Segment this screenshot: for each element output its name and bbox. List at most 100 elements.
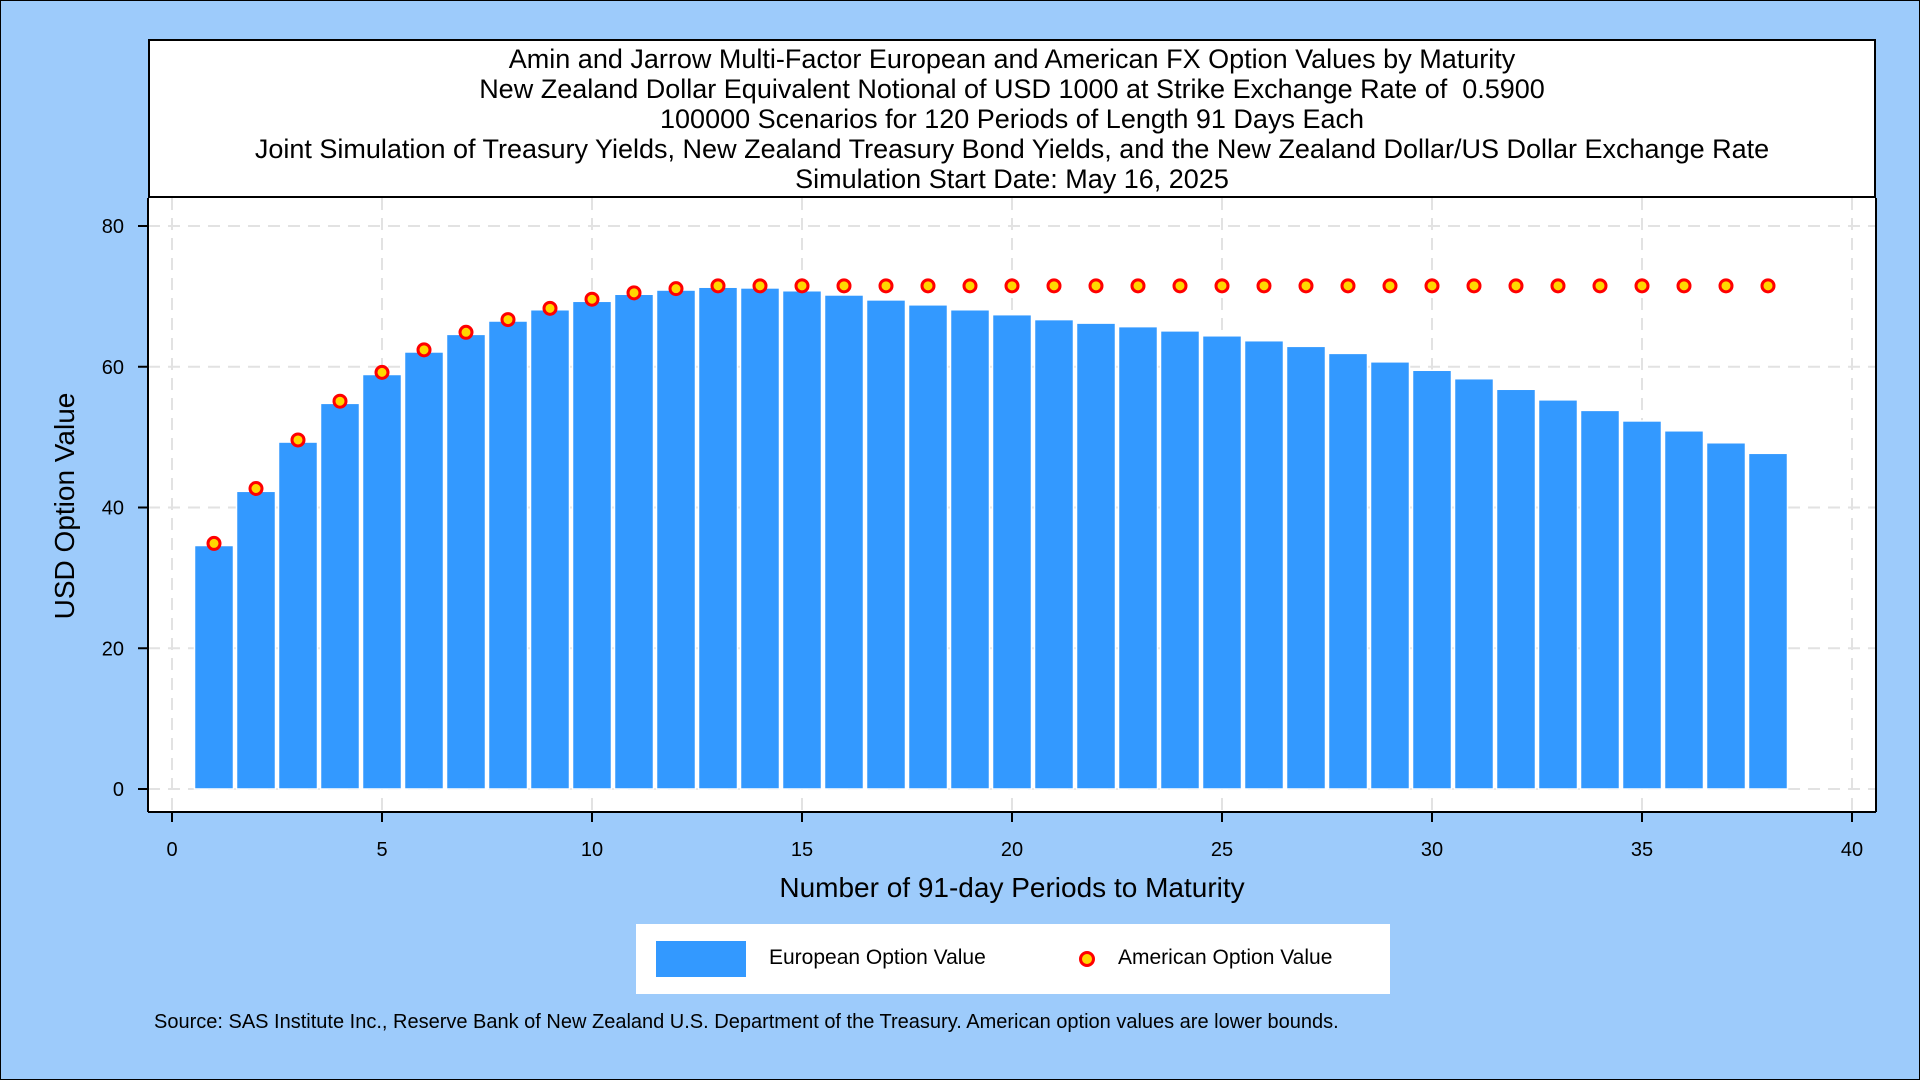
european-bar <box>403 351 445 790</box>
axis-ticks: 0 5 10 15 20 25 30 35 40 0 20 40 60 80 <box>102 216 1863 861</box>
american-point <box>878 278 894 294</box>
american-point <box>1340 278 1356 294</box>
legend-marker-american <box>1079 951 1095 967</box>
legend: European Option Value American Option Va… <box>636 924 1390 994</box>
y-axis-label: USD Option Value <box>49 393 80 620</box>
y-tick-label: 0 <box>113 779 124 801</box>
x-tick-label: 35 <box>1631 839 1653 861</box>
american-point <box>1550 278 1566 294</box>
american-point <box>584 291 600 307</box>
american-point <box>1214 278 1230 294</box>
y-tick-label: 60 <box>102 357 124 379</box>
title-line-1: Amin and Jarrow Multi-Factor European an… <box>508 43 1516 74</box>
title-line-4: Joint Simulation of Treasury Yields, New… <box>254 133 1770 164</box>
american-point <box>752 278 768 294</box>
american-point <box>1508 278 1524 294</box>
american-point <box>1088 278 1104 294</box>
x-tick-label: 20 <box>1001 839 1023 861</box>
x-tick-label: 15 <box>791 839 813 861</box>
american-point <box>1382 278 1398 294</box>
american-point <box>1760 278 1776 294</box>
european-bar <box>1117 325 1159 790</box>
american-point <box>290 432 306 448</box>
legend-label-american: American Option Value <box>1118 946 1333 969</box>
american-point <box>1676 278 1692 294</box>
american-point <box>962 278 978 294</box>
european-bar <box>907 304 949 790</box>
american-point <box>794 278 810 294</box>
legend-label-european: European Option Value <box>769 946 986 969</box>
american-point <box>1298 278 1314 294</box>
european-bar <box>319 402 361 790</box>
european-bar <box>1285 345 1327 790</box>
american-point <box>710 278 726 294</box>
european-bar <box>277 441 319 790</box>
y-tick-label: 80 <box>102 216 124 238</box>
title-line-2: New Zealand Dollar Equivalent Notional o… <box>479 73 1545 104</box>
american-point <box>1172 278 1188 294</box>
american-dots <box>206 278 1776 551</box>
european-bar <box>529 308 571 790</box>
american-point <box>1130 278 1146 294</box>
american-point <box>626 285 642 301</box>
y-tick-label: 20 <box>102 638 124 660</box>
american-point <box>668 281 684 297</box>
european-bar <box>1075 322 1117 790</box>
x-tick-label: 30 <box>1421 839 1443 861</box>
american-point <box>1004 278 1020 294</box>
chart-title-box: Amin and Jarrow Multi-Factor European an… <box>148 39 1876 198</box>
american-point <box>374 364 390 380</box>
x-tick-label: 25 <box>1211 839 1233 861</box>
title-line-5: Simulation Start Date: May 16, 2025 <box>795 163 1229 194</box>
european-bar <box>1033 318 1075 790</box>
x-tick-label: 40 <box>1841 839 1863 861</box>
american-point <box>1718 278 1734 294</box>
european-bar <box>613 293 655 790</box>
american-point <box>500 312 516 328</box>
european-bar <box>193 544 235 790</box>
american-point <box>248 480 264 496</box>
y-tick-label: 40 <box>102 498 124 520</box>
european-bar <box>1201 335 1243 790</box>
european-bar <box>739 287 781 790</box>
european-bar <box>949 308 991 790</box>
american-point <box>1256 278 1272 294</box>
european-bar <box>1159 330 1201 790</box>
american-point <box>458 324 474 340</box>
european-bars <box>193 286 1789 790</box>
american-point <box>206 535 222 551</box>
american-point <box>1592 278 1608 294</box>
european-bar <box>865 299 907 790</box>
european-bar <box>487 320 529 790</box>
european-bar <box>781 289 823 790</box>
european-bar <box>697 286 739 790</box>
european-bar <box>1663 430 1705 790</box>
american-point <box>1046 278 1062 294</box>
european-bar <box>655 289 697 790</box>
x-axis-label: Number of 91-day Periods to Maturity <box>779 872 1244 903</box>
european-bar <box>1537 399 1579 790</box>
american-point <box>332 393 348 409</box>
source-footnote: Source: SAS Institute Inc., Reserve Bank… <box>154 1011 1339 1033</box>
european-bar <box>1621 420 1663 790</box>
european-bar <box>235 490 277 790</box>
american-point <box>1424 278 1440 294</box>
european-bar <box>1579 409 1621 790</box>
legend-swatch-european <box>656 941 746 977</box>
american-point <box>836 278 852 294</box>
european-bar <box>1411 369 1453 790</box>
european-bar <box>571 300 613 790</box>
american-point <box>920 278 936 294</box>
european-bar <box>1453 377 1495 790</box>
european-bar <box>991 313 1033 790</box>
european-bar <box>1327 352 1369 790</box>
european-bar <box>823 294 865 790</box>
x-tick-label: 0 <box>166 839 177 861</box>
american-point <box>1634 278 1650 294</box>
european-bar <box>1495 388 1537 790</box>
title-line-3: 100000 Scenarios for 120 Periods of Leng… <box>660 103 1364 134</box>
american-point <box>1466 278 1482 294</box>
american-point <box>416 342 432 358</box>
european-bar <box>1243 339 1285 790</box>
